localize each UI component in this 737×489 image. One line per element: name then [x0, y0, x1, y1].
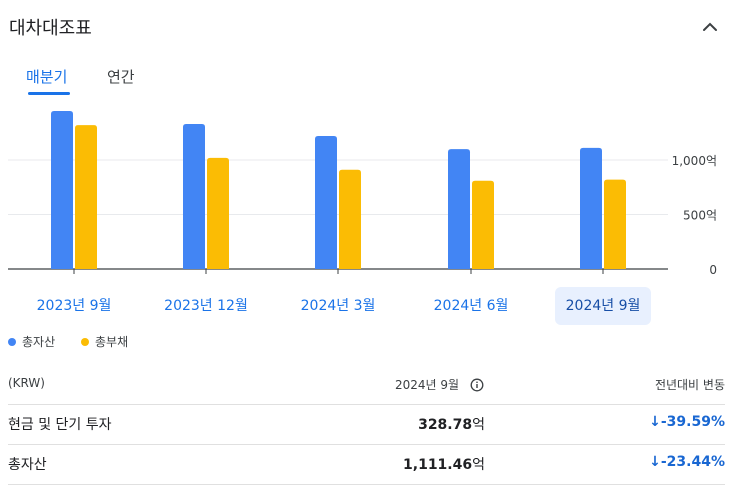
y-tick-label: 500억 — [683, 209, 717, 223]
legend-dot-icon — [81, 337, 89, 346]
tab-quarterly[interactable]: 매분기 — [26, 68, 68, 86]
bar-total-assets[interactable] — [183, 124, 205, 269]
legend-dot-icon — [8, 337, 16, 346]
row-change: ↓-23.44% — [649, 454, 725, 470]
bar-total-assets[interactable] — [580, 147, 602, 269]
x-category-label[interactable]: 2023년 12월 — [164, 298, 248, 314]
active-tab-indicator — [28, 92, 70, 95]
divider — [8, 444, 725, 445]
table-header-change: 전년대비 변동 — [654, 378, 725, 392]
x-category-label[interactable]: 2024년 6월 — [433, 298, 509, 314]
section-title: 대차대조표 — [9, 18, 92, 39]
y-tick-label: 1,000억 — [672, 154, 717, 168]
row-label: 총자산 — [8, 457, 47, 473]
bar-total-liabilities[interactable] — [339, 169, 361, 269]
legend-label: 총부채 — [95, 335, 129, 349]
bar-total-liabilities[interactable] — [207, 157, 229, 269]
row-value: 328.78억 — [418, 417, 485, 433]
divider — [8, 404, 725, 405]
y-tick-label: 0 — [709, 263, 717, 277]
period-label: 2024년 9월 — [395, 378, 460, 392]
table-header-currency: (KRW) — [8, 376, 45, 390]
bar-total-assets[interactable] — [315, 136, 337, 269]
bar-total-liabilities[interactable] — [472, 180, 494, 269]
chevron-up-icon[interactable] — [699, 16, 721, 38]
bar-total-liabilities[interactable] — [604, 179, 626, 269]
legend-label: 총자산 — [22, 335, 56, 349]
row-label: 현금 및 단기 투자 — [8, 417, 112, 433]
x-category-label[interactable]: 2024년 9월 — [555, 287, 651, 325]
x-category-label[interactable]: 2023년 9월 — [36, 298, 112, 314]
legend-item-total-liabilities: 총부채 — [81, 333, 128, 350]
row-value: 1,111.46억 — [403, 457, 485, 473]
tab-annual[interactable]: 연간 — [107, 68, 135, 86]
divider — [8, 484, 725, 485]
bar-total-assets[interactable] — [51, 110, 73, 269]
bar-total-assets[interactable] — [448, 149, 470, 269]
bar-total-liabilities[interactable] — [75, 125, 97, 270]
x-category-label[interactable]: 2024년 3월 — [300, 298, 376, 314]
legend-item-total-assets: 총자산 — [8, 333, 55, 350]
row-change: ↓-39.59% — [649, 414, 725, 430]
table-header-period: 2024년 9월 — [395, 376, 484, 393]
info-icon[interactable] — [470, 378, 484, 392]
balance-chart: 0 500억 1,000억 — [8, 110, 717, 277]
